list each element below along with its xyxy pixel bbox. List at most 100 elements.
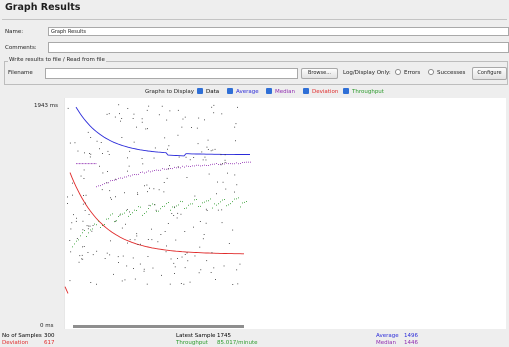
data-point (128, 165, 130, 167)
data-point (234, 126, 236, 128)
data-point (225, 188, 227, 190)
throughput-label: Throughput (176, 340, 208, 346)
configure-button[interactable]: Configure (472, 67, 507, 80)
data-point (85, 194, 87, 196)
name-field[interactable]: Graph Results (48, 27, 509, 36)
median-point (240, 163, 241, 164)
throughput-point (124, 212, 125, 214)
data-checkbox[interactable] (197, 88, 203, 94)
throughput-point (126, 210, 127, 212)
comments-field[interactable] (48, 42, 509, 53)
throughput-point (86, 236, 87, 237)
throughput-point (232, 201, 233, 203)
throughput-point (230, 203, 231, 205)
throughput-point (234, 198, 235, 200)
median-checkbox[interactable] (266, 88, 272, 94)
data-point (211, 106, 213, 108)
throughput-point (140, 206, 141, 208)
median-point (160, 169, 161, 171)
median-point (100, 185, 101, 187)
median-value: 1446 (404, 340, 418, 346)
median-point (128, 175, 129, 177)
chart-scrollbar[interactable] (73, 325, 244, 328)
data-point (211, 252, 213, 254)
median-point (104, 183, 105, 185)
data-point (82, 203, 84, 205)
data-point (147, 256, 149, 257)
median-point (89, 163, 91, 165)
median-point (218, 164, 219, 165)
throughput-point (196, 199, 197, 200)
data-point (227, 172, 228, 174)
data-point (167, 168, 169, 170)
throughput-point (226, 205, 227, 207)
median-point (108, 182, 109, 184)
throughput-point (102, 225, 103, 226)
median-point (248, 161, 249, 163)
median-point (83, 163, 85, 165)
data-point (121, 227, 123, 229)
median-point (95, 163, 97, 165)
data-point (83, 246, 85, 247)
data-point (141, 118, 143, 120)
name-label: Name: (5, 29, 24, 35)
data-point (67, 107, 69, 109)
data-point (77, 150, 79, 152)
data-point (118, 104, 120, 106)
data-point (107, 171, 108, 172)
throughput-point (112, 213, 113, 215)
latest-sample-label: Latest Sample (176, 333, 216, 339)
data-point (72, 194, 73, 196)
data-point (124, 279, 126, 281)
data-point (75, 220, 77, 222)
data-point (171, 213, 173, 214)
throughput-point (218, 203, 219, 205)
data-point (102, 172, 104, 174)
throughput-checkbox[interactable] (343, 88, 349, 94)
errors-checkbox[interactable] (395, 69, 401, 75)
data-point (208, 173, 210, 175)
data-point (144, 185, 145, 187)
median-point (88, 163, 89, 165)
data-point (106, 113, 108, 115)
deviation-checkbox[interactable] (303, 88, 309, 94)
median-point (172, 168, 173, 170)
median-point (79, 163, 80, 165)
data-point (90, 153, 92, 155)
data-point (69, 142, 71, 144)
data-point (158, 189, 160, 191)
median-point (202, 165, 203, 167)
data-point (82, 246, 83, 248)
data-point (84, 152, 85, 154)
data-point (189, 159, 191, 161)
data-point (203, 234, 205, 235)
median-point (112, 180, 113, 181)
filename-field[interactable] (45, 68, 298, 79)
median-point (120, 177, 121, 179)
throughput-point (144, 213, 145, 214)
data-point (210, 150, 212, 152)
median-point (176, 167, 177, 169)
median-point (102, 184, 103, 186)
median-point (118, 177, 119, 179)
data-point (236, 269, 238, 271)
data-point (90, 282, 92, 283)
data-point (153, 188, 155, 190)
average-line (75, 106, 250, 157)
browse-button[interactable]: Browse... (301, 68, 338, 79)
median-point (234, 163, 235, 165)
average-checkbox[interactable] (227, 88, 233, 94)
throughput-point (80, 235, 81, 237)
throughput-point (98, 220, 99, 222)
data-point (197, 143, 199, 145)
throughput-point (212, 207, 213, 209)
successes-checkbox[interactable] (428, 69, 434, 75)
data-point (146, 109, 148, 111)
median-point (92, 163, 94, 165)
throughput-point (222, 199, 223, 201)
throughput-point (72, 246, 73, 248)
data-point (133, 141, 135, 143)
data-point (166, 245, 167, 247)
data-point (237, 106, 238, 108)
throughput-point (130, 214, 131, 215)
